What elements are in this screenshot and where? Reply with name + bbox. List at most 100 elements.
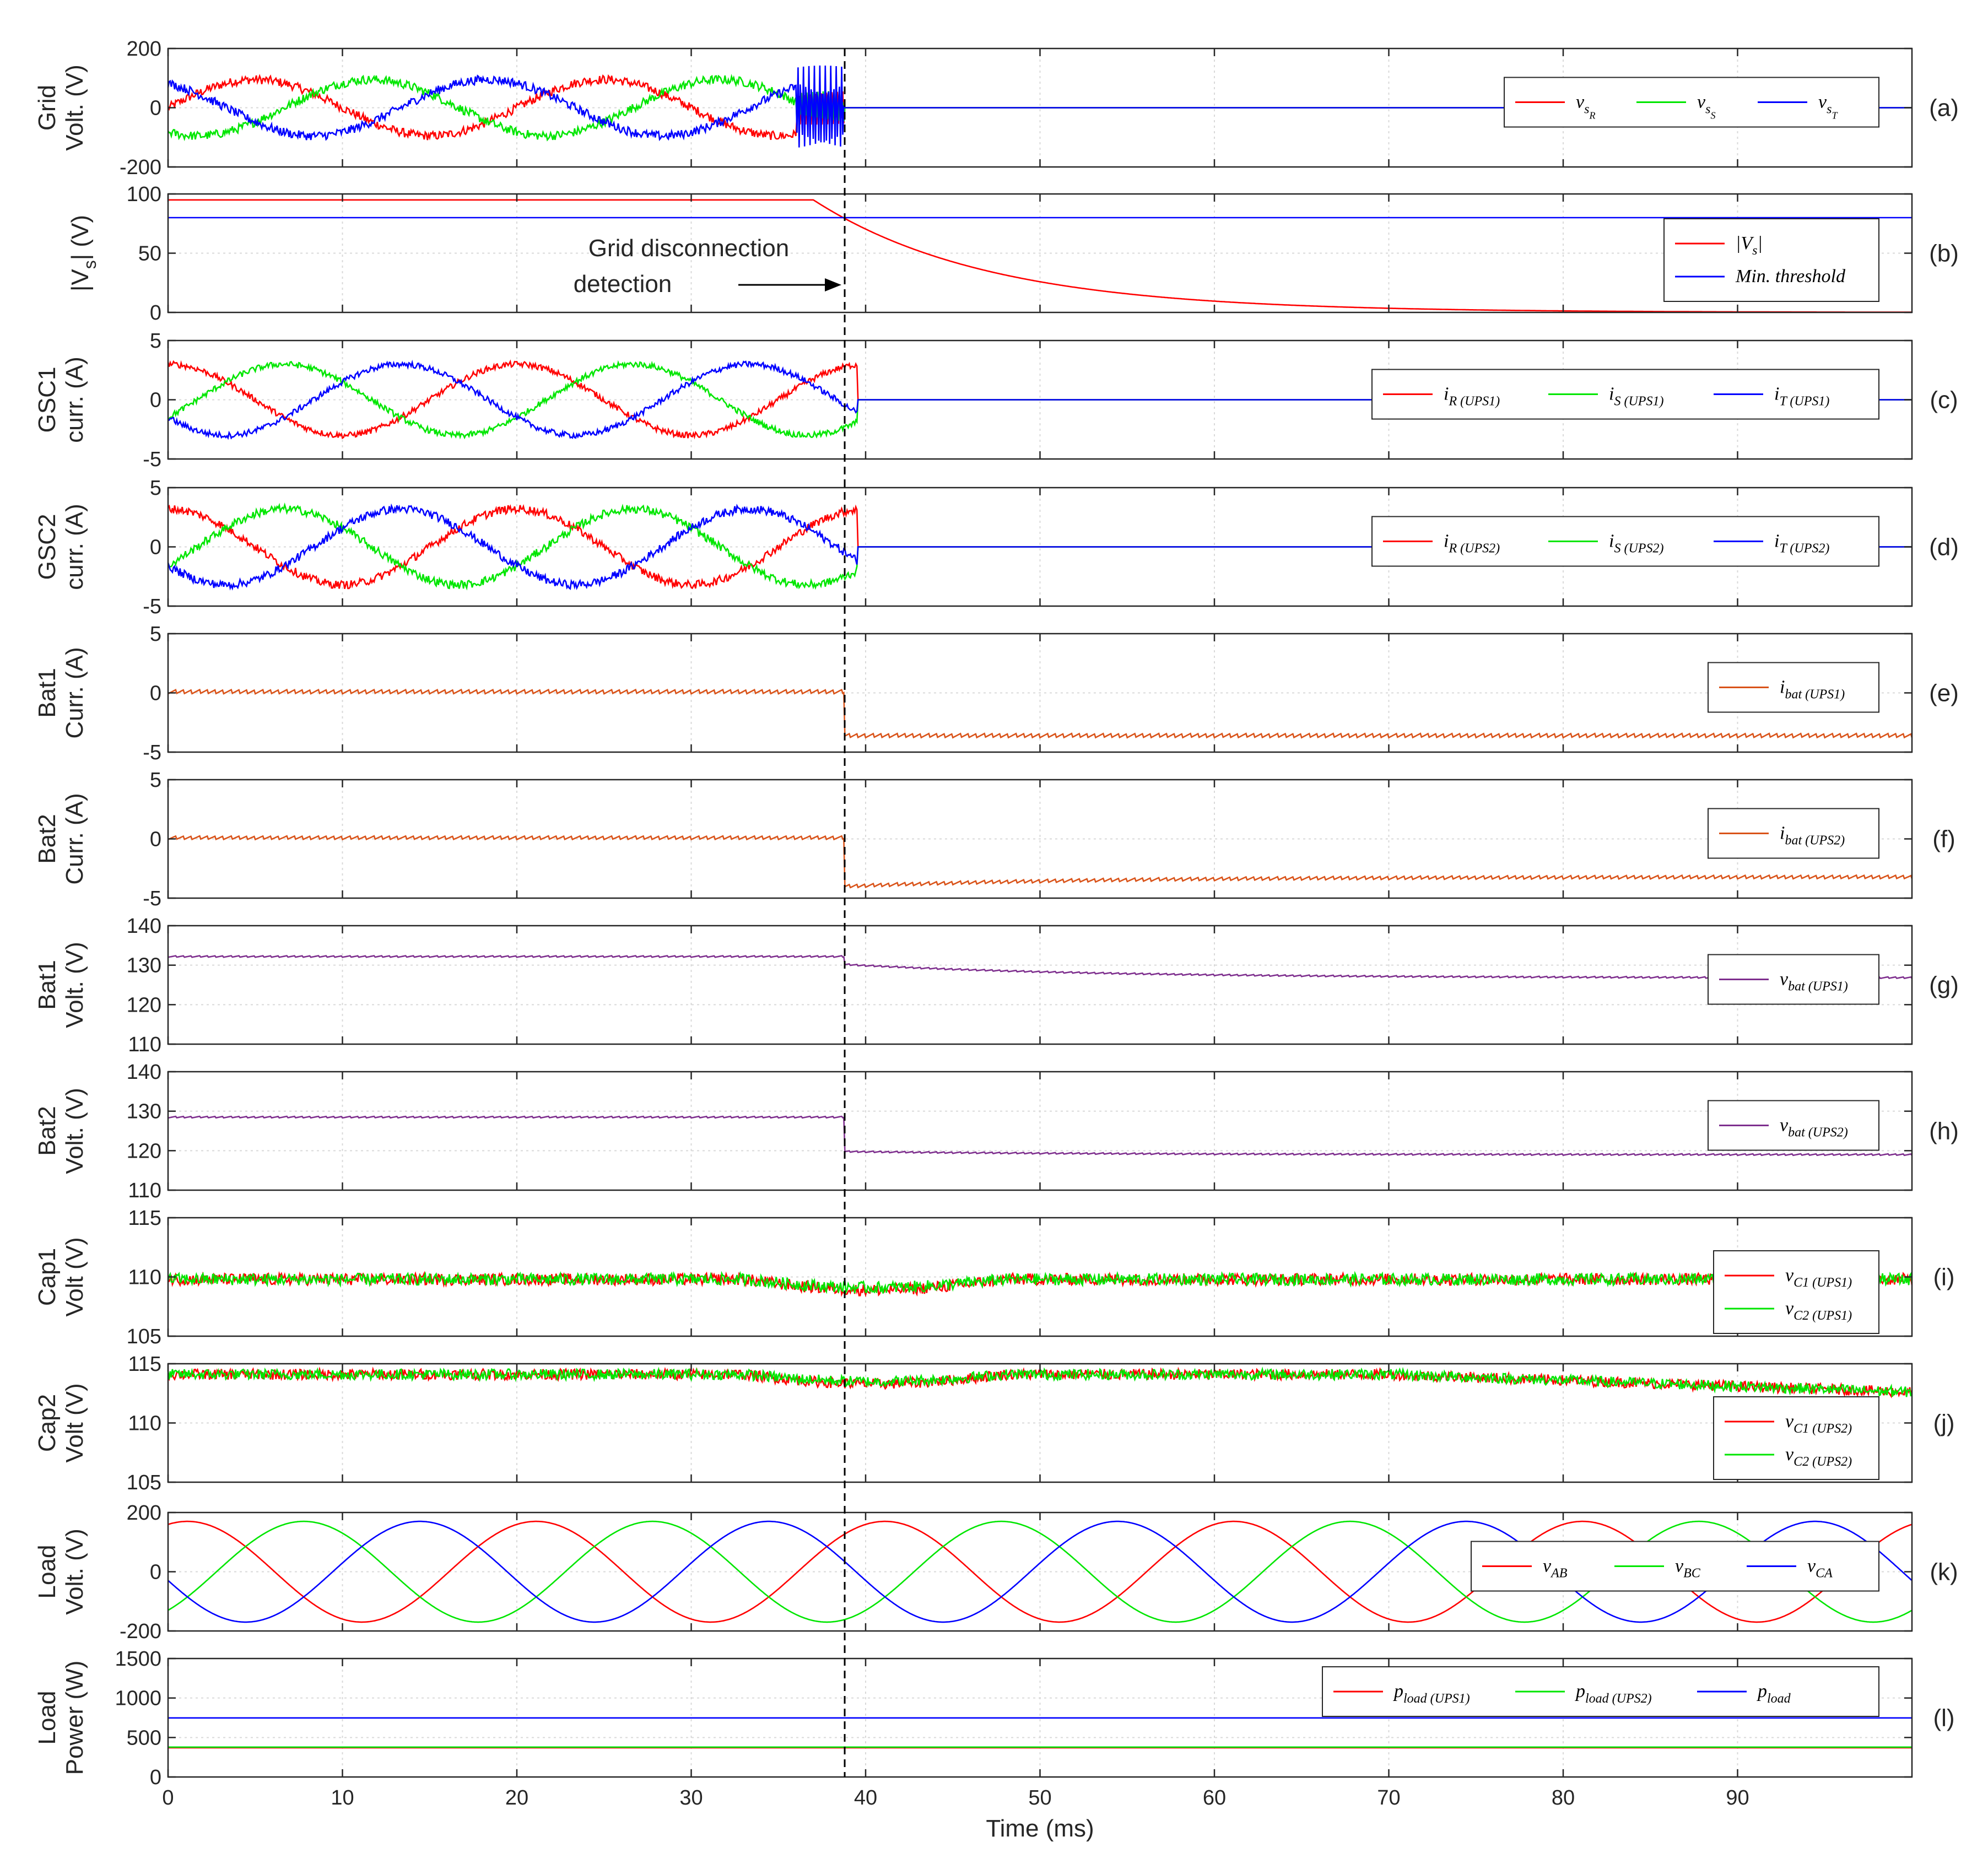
y-tick-label: 100	[127, 183, 161, 206]
y-axis-label: GSC2 curr. (A)	[34, 504, 88, 590]
legend-main: i	[1780, 677, 1785, 698]
legend-label: vC1 (UPS2)	[1785, 1411, 1852, 1436]
series-line-b-0	[168, 199, 1912, 313]
legend-sub: C1 (UPS1)	[1793, 1276, 1852, 1290]
legend-subsub: R	[1589, 110, 1595, 121]
y-tick-label: 140	[127, 915, 161, 938]
y-tick-label: 5	[150, 329, 161, 353]
y-tick-label: 110	[128, 1033, 161, 1056]
legend-main: i	[1609, 531, 1614, 552]
legend-label: vsS	[1697, 92, 1715, 121]
y-tick-label: 110	[128, 1179, 161, 1202]
legend-main: v	[1807, 1556, 1816, 1576]
y-tick-label: 120	[127, 1139, 161, 1163]
legend-box	[1713, 1250, 1879, 1334]
legend-sub: s	[1705, 102, 1710, 117]
legend-box	[1504, 77, 1879, 128]
y-tick-label: 140	[127, 1061, 161, 1084]
legend: vC1 (UPS2)vC2 (UPS2)	[1713, 1396, 1879, 1480]
legend-subsub: T	[1832, 110, 1838, 121]
x-tick-label: 80	[1552, 1786, 1575, 1809]
legend: |Vs| Min. threshold	[1663, 218, 1879, 302]
y-tick-label: -5	[143, 595, 161, 618]
legend-sub: C1 (UPS2)	[1793, 1422, 1852, 1436]
legend-sub: T (UPS2)	[1779, 542, 1829, 556]
x-axis-label: Time (ms)	[986, 1815, 1094, 1842]
annotation-arrowhead	[825, 278, 842, 291]
y-axis-label-line-2: Curr. (A)	[61, 793, 88, 884]
y-axis-label-line-2: Power (W)	[61, 1661, 88, 1775]
y-axis-label-text: |Vs| (V)	[67, 215, 100, 291]
x-tick-label: 50	[1028, 1786, 1051, 1809]
y-tick-label: 0	[150, 301, 161, 325]
panel-tag: (h)	[1929, 1118, 1959, 1145]
legend-label: vAB	[1543, 1556, 1568, 1581]
y-axis-label-line-2: Volt (V)	[61, 1383, 88, 1462]
legend: vbat (UPS1)	[1708, 954, 1879, 1005]
legend-label: ibat (UPS2)	[1780, 823, 1845, 848]
y-axis-label-line-2: curr. (A)	[61, 356, 88, 442]
y-axis-label-line-2: Volt. (V)	[61, 1088, 88, 1174]
y-tick-label: 0	[150, 389, 161, 412]
panel-e: 5 0 -5 Bat1 Curr. (A) (e) ibat (UPS1)	[34, 623, 1959, 764]
legend: ibat (UPS1)	[1708, 662, 1879, 713]
legend-subsub: S	[1710, 110, 1715, 121]
legend-main: |V	[1736, 233, 1754, 253]
legend-main: v	[1818, 92, 1827, 112]
y-axis-label-sub: s	[80, 260, 100, 269]
y-axis-label-line-1: Load	[34, 1691, 61, 1745]
y-tick-label: 50	[138, 242, 161, 266]
legend-sub: s	[1584, 102, 1589, 117]
y-axis-label: Cap2 Volt (V)	[34, 1383, 88, 1462]
legend-sub: bat (UPS1)	[1785, 688, 1845, 702]
panel-tag: (i)	[1933, 1264, 1954, 1291]
series-line-j-1	[167, 1366, 1913, 1397]
y-tick-label: 115	[128, 1353, 161, 1376]
series-line-k-0	[168, 1520, 1913, 1623]
legend-sub: s	[1827, 102, 1832, 117]
y-axis-label: Load Power (W)	[34, 1661, 88, 1775]
panel-tag: (d)	[1929, 534, 1959, 561]
y-axis-label-line-1: GSC2	[34, 514, 61, 580]
y-tick-label: 5	[150, 769, 161, 792]
y-tick-label: -5	[143, 448, 161, 471]
legend-main: v	[1675, 1556, 1684, 1576]
legend-label: iT (UPS1)	[1774, 384, 1829, 409]
annotation-line-1: Grid disconnection	[588, 235, 789, 262]
legend-sub: R (UPS1)	[1448, 395, 1500, 409]
x-tick-label: 90	[1726, 1786, 1749, 1809]
legend-label: |Vs|	[1736, 233, 1763, 258]
legend-sub: CA	[1816, 1566, 1833, 1581]
legend-sub: bat (UPS1)	[1788, 980, 1848, 994]
annotation-line-2: detection	[574, 271, 672, 298]
legend-sub: AB	[1550, 1566, 1568, 1581]
series-line-i-1	[167, 1271, 1913, 1295]
legend: vbat (UPS2)	[1708, 1100, 1879, 1151]
legend-label: ibat (UPS1)	[1780, 677, 1845, 702]
y-axis-label-line-1: Bat2	[34, 814, 61, 864]
x-tick-label: 70	[1377, 1786, 1400, 1809]
y-tick-label: 200	[127, 37, 161, 61]
panel-tag: (l)	[1933, 1705, 1954, 1732]
legend-label: vC2 (UPS1)	[1785, 1298, 1852, 1323]
y-tick-label: 200	[127, 1501, 161, 1525]
legend-sub: C2 (UPS2)	[1793, 1455, 1852, 1469]
series-line-f-0	[168, 835, 1913, 889]
legend-main: v	[1697, 92, 1706, 112]
panel-tag: (f)	[1932, 826, 1955, 853]
y-tick-label: 110	[128, 1266, 161, 1289]
y-tick-label: 1500	[115, 1647, 161, 1671]
y-axis-label: |Vs| (V)	[67, 215, 100, 291]
panel-g: 140 130 120 110 Bat1 Volt. (V) (g) vbat (UPS1)	[34, 915, 1959, 1056]
y-axis-label: Load Volt. (V)	[34, 1528, 88, 1615]
legend-main: v	[1780, 969, 1789, 990]
y-tick-label: 0	[150, 1766, 161, 1789]
y-tick-label: 5	[150, 623, 161, 646]
y-axis-label: Bat1 Volt. (V)	[34, 942, 88, 1028]
